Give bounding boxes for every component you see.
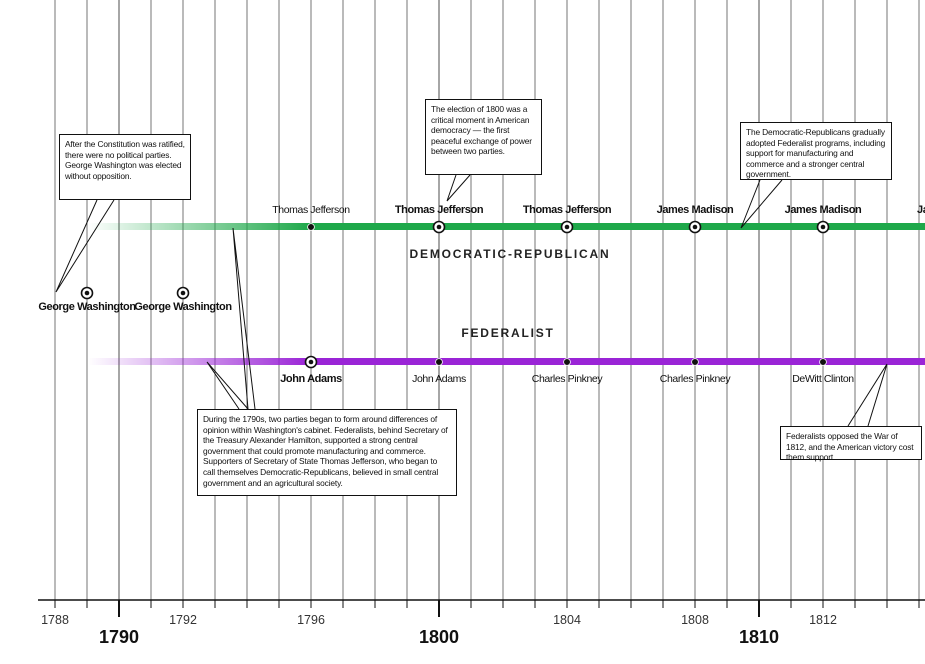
year-gridlines bbox=[54, 0, 920, 600]
pointer-war-1812 bbox=[847, 363, 888, 427]
candidate-name: DeWitt Clinton bbox=[792, 373, 854, 385]
candidate-name: John Adams bbox=[412, 373, 466, 385]
democratic-republican-marker-dot bbox=[820, 224, 826, 230]
callout-two-parties: During the 1790s, two parties began to f… bbox=[197, 409, 457, 496]
federalist-marker bbox=[563, 358, 571, 366]
candidate-name: John Adams bbox=[280, 373, 342, 385]
axis-minor-label: 1788 bbox=[41, 613, 69, 627]
axis-minor-label: 1812 bbox=[809, 613, 837, 627]
federalist-marker bbox=[691, 358, 699, 366]
candidate-name: Thomas Jefferson bbox=[395, 204, 484, 216]
federalist-marker-dot bbox=[308, 359, 314, 365]
candidate-name: George Washington bbox=[134, 301, 232, 313]
candidate-name: Thomas Jefferson bbox=[523, 204, 612, 216]
pointer-dr-programs bbox=[740, 179, 783, 229]
federalist-bar bbox=[310, 358, 925, 365]
pointer-election-1800 bbox=[446, 174, 471, 202]
pointer-two-parties-fed bbox=[206, 361, 249, 410]
pointer-two-parties-dr bbox=[232, 227, 256, 410]
federalist-marker bbox=[435, 358, 443, 366]
democratic-republican-marker-dot bbox=[564, 224, 570, 230]
federalist-bar-fade bbox=[88, 358, 310, 365]
axis-minor-label: 1804 bbox=[553, 613, 581, 627]
callout-election-1800: The election of 1800 was a critical mome… bbox=[425, 99, 542, 175]
axis-major-label: 1800 bbox=[419, 627, 459, 647]
federalist-marker bbox=[819, 358, 827, 366]
democratic-republican-label: DEMOCRATIC-REPUBLICAN bbox=[410, 247, 611, 261]
pointer-constitution bbox=[55, 199, 115, 293]
callout-dr-federalist-programs: The Democratic-Republicans gradually ado… bbox=[740, 122, 892, 180]
democratic-republican-bar-fade bbox=[88, 223, 310, 230]
candidate-name: Charles Pinkney bbox=[532, 373, 604, 385]
candidate-name: Charles Pinkney bbox=[660, 373, 732, 385]
axis-minor-label: 1808 bbox=[681, 613, 709, 627]
axis-major-label: 1790 bbox=[99, 627, 139, 647]
candidate-name: Thomas Jefferson bbox=[272, 204, 350, 216]
candidate-name: James Madison bbox=[657, 204, 734, 216]
callout-war-1812: Federalists opposed the War of 1812, and… bbox=[780, 426, 922, 462]
axis-major-label: 1810 bbox=[739, 627, 779, 647]
election-markers bbox=[80, 220, 830, 369]
democratic-republican-bar bbox=[310, 223, 925, 230]
axis-ticks bbox=[54, 600, 920, 617]
democratic-republican-marker-dot bbox=[436, 224, 442, 230]
candidate-name: George Washington bbox=[38, 301, 136, 313]
callout-constitution: After the Constitution was ratified, the… bbox=[59, 134, 191, 200]
axis-minor-label: 1792 bbox=[169, 613, 197, 627]
democratic-republican-marker bbox=[307, 223, 315, 231]
democratic-republican-marker-dot bbox=[692, 224, 698, 230]
federalist-label: FEDERALIST bbox=[461, 326, 554, 340]
candidate-name: Ja bbox=[917, 204, 925, 216]
axis-minor-label: 1796 bbox=[297, 613, 325, 627]
axis-labels: 1788 1792 1796 1804 1808 1812 1790 1800 1810 bbox=[41, 613, 837, 647]
washington-marker-dot bbox=[84, 290, 90, 296]
callout-pointers bbox=[55, 174, 888, 427]
washington-marker-dot bbox=[180, 290, 186, 296]
candidate-name: James Madison bbox=[785, 204, 862, 216]
